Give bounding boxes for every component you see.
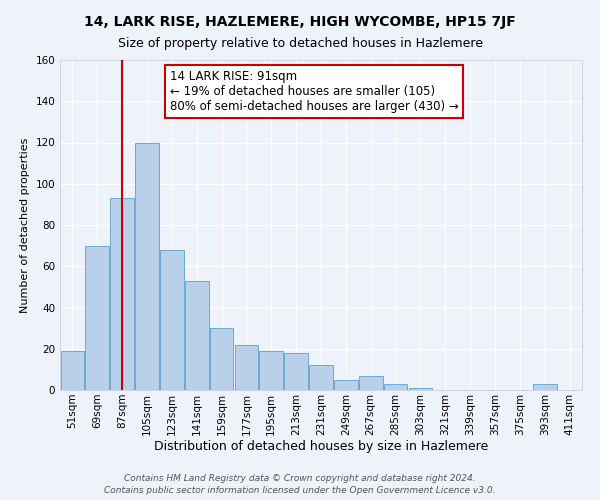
Bar [533,384,557,390]
Bar [135,142,159,390]
Bar [409,388,432,390]
Bar [359,376,383,390]
Bar [110,198,134,390]
Bar [185,280,209,390]
Text: Contains HM Land Registry data © Crown copyright and database right 2024.
Contai: Contains HM Land Registry data © Crown c… [104,474,496,495]
Bar [384,384,407,390]
Bar [259,351,283,390]
Text: 14, LARK RISE, HAZLEMERE, HIGH WYCOMBE, HP15 7JF: 14, LARK RISE, HAZLEMERE, HIGH WYCOMBE, … [84,15,516,29]
Text: Size of property relative to detached houses in Hazlemere: Size of property relative to detached ho… [118,38,482,51]
Bar [160,250,184,390]
Bar [334,380,358,390]
X-axis label: Distribution of detached houses by size in Hazlemere: Distribution of detached houses by size … [154,440,488,454]
Bar [235,344,258,390]
Text: 14 LARK RISE: 91sqm
← 19% of detached houses are smaller (105)
80% of semi-detac: 14 LARK RISE: 91sqm ← 19% of detached ho… [170,70,458,113]
Bar [61,351,84,390]
Bar [309,365,333,390]
Bar [284,353,308,390]
Bar [210,328,233,390]
Y-axis label: Number of detached properties: Number of detached properties [20,138,30,312]
Bar [85,246,109,390]
